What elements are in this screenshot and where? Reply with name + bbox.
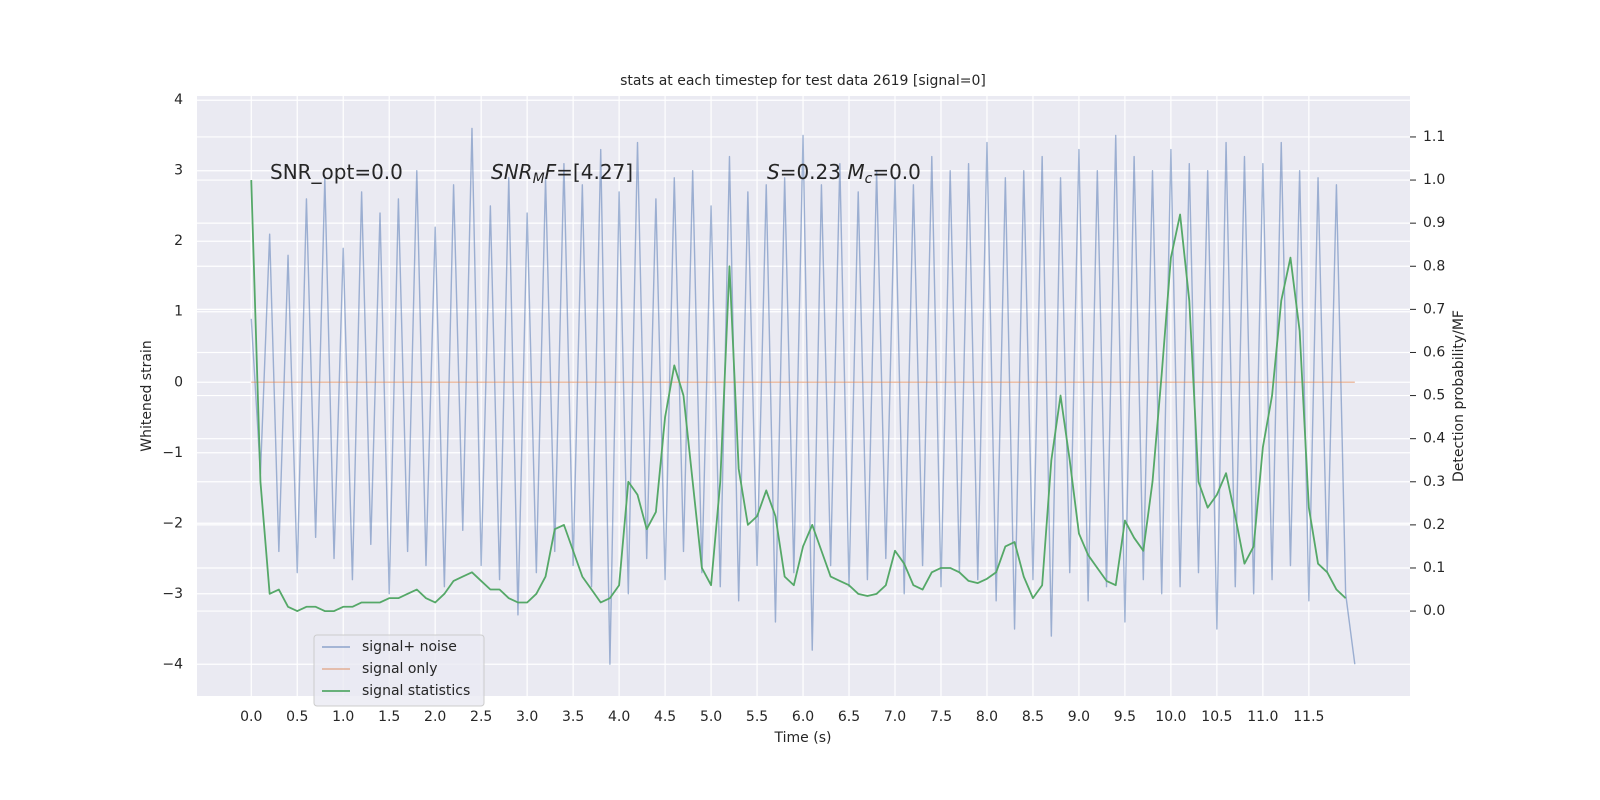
labels: 0.0 0.5 1.0 1.5 2.0 2.5 3.0 3.5 4.0 4.5 5.0 5.5 6.0 6… [162, 92, 1445, 725]
y-axis-label: Whitened strain [139, 340, 155, 451]
y2-tick-label: 0.3 [1423, 474, 1445, 490]
x-tick-label: 8.5 [1022, 709, 1044, 725]
x-tick-label: 3.0 [516, 709, 538, 725]
legend-label: signal only [362, 661, 437, 677]
y2-tick-label: 0.2 [1423, 517, 1445, 533]
annotation-part: M [847, 160, 864, 184]
y2-tick-label: 0.9 [1423, 215, 1445, 231]
chart-title: stats at each timestep for test data 261… [620, 73, 986, 89]
annotation-part: SNR_opt=0.0 [270, 160, 403, 184]
x-tick-label: 11.5 [1293, 709, 1324, 725]
y2-tick-label: 0.7 [1423, 301, 1445, 317]
annotation-part: F [545, 160, 557, 184]
x-tick-label: 8.0 [976, 709, 998, 725]
y-tick-label: −4 [162, 656, 183, 672]
x-tick-label: 5.0 [700, 709, 722, 725]
x-tick-label: 10.0 [1155, 709, 1186, 725]
y-tick-label: −1 [162, 445, 183, 461]
x-tick-label: 1.5 [378, 709, 400, 725]
y2-tick-label: 0.4 [1423, 431, 1445, 447]
y2-tick-label: 0.0 [1423, 603, 1445, 619]
x-tick-label: 7.0 [884, 709, 906, 725]
x-tick-label: 0.0 [240, 709, 262, 725]
y2-tick-label: 1.0 [1423, 172, 1445, 188]
x-tick-label: 7.5 [930, 709, 952, 725]
x-tick-label: 11.0 [1247, 709, 1278, 725]
legend-label: signal+ noise [362, 639, 457, 655]
x-axis-label: Time (s) [774, 730, 832, 746]
x-tick-label: 10.5 [1201, 709, 1232, 725]
y2-tick-label: 0.6 [1423, 344, 1445, 360]
annotation-part: S [767, 160, 780, 184]
legend-box [313, 634, 485, 707]
x-tick-label: 5.5 [746, 709, 768, 725]
y-tick-label: 4 [174, 92, 183, 108]
marks [250, 127, 1356, 665]
annotation: SNR_opt=0.0 [270, 160, 403, 184]
annotation-part: c [865, 171, 873, 187]
x-tick-label: 4.0 [608, 709, 630, 725]
y2-axis-label: Detection probability/MF [1451, 310, 1467, 482]
series-line [250, 180, 1347, 612]
x-tick-label: 2.5 [470, 709, 492, 725]
legend: signal+ noise signal only signal statistic… [313, 634, 485, 707]
x-tick-label: 2.0 [424, 709, 446, 725]
y-tick-label: 3 [174, 163, 183, 179]
annotation-part: =[4.27] [556, 160, 633, 184]
x-tick-label: 9.0 [1068, 709, 1090, 725]
y2-tick-label: 1.1 [1423, 129, 1445, 145]
y2-tick-label: 0.1 [1423, 560, 1445, 576]
annotation: SNRMF=[4.27] [491, 160, 633, 188]
y2-tick-label: 0.8 [1423, 258, 1445, 274]
annotation-part: =0.0 [872, 160, 921, 184]
y-tick-label: 2 [174, 233, 183, 249]
y-tick-label: −3 [162, 586, 183, 602]
annotation-part: M [533, 171, 545, 187]
x-tick-label: 4.5 [654, 709, 676, 725]
x-tick-label: 6.5 [838, 709, 860, 725]
x-tick-label: 0.5 [286, 709, 308, 725]
x-tick-label: 1.0 [332, 709, 354, 725]
y-tick-label: −2 [162, 515, 183, 531]
series-line [250, 127, 1356, 665]
annotation-part: SNR [491, 160, 533, 184]
x-tick-label: 9.5 [1114, 709, 1136, 725]
y-tick-label: 0 [174, 374, 183, 390]
annotation-part: =0.23 [780, 160, 848, 184]
legend-label: signal statistics [362, 683, 470, 699]
y2-tick-label: 0.5 [1423, 388, 1445, 404]
annotation: S=0.23 Mc=0.0 [767, 160, 921, 188]
x-tick-label: 3.5 [562, 709, 584, 725]
y-tick-label: 1 [174, 304, 183, 320]
x-tick-label: 6.0 [792, 709, 814, 725]
